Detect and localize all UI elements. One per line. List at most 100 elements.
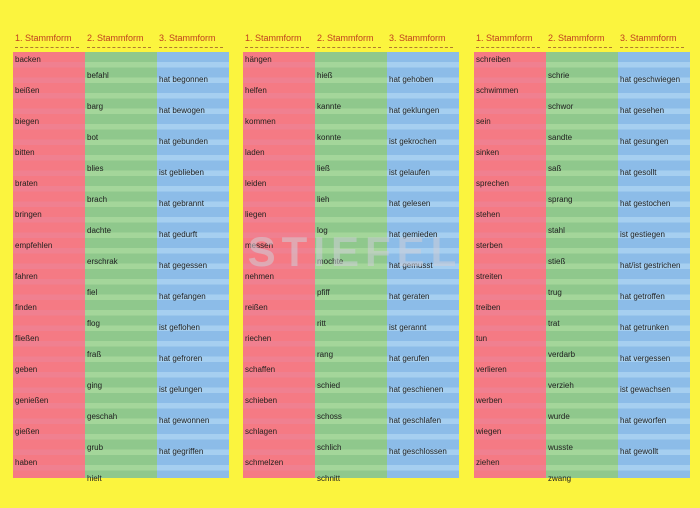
verb-form-cell: mochte	[317, 256, 344, 266]
verb-form-cell: hat gewollt	[620, 447, 659, 456]
verb-form-cell: konnte	[317, 132, 342, 142]
verb-form-cell: hat gebunden	[159, 137, 208, 146]
verb-form-cell: helfen	[245, 86, 267, 95]
table-body: backen befahl hat begonnen beißen barg hat be…	[13, 52, 229, 483]
verb-form-cell: hat vergessen	[620, 354, 671, 363]
column-header-3: 3. Stammform	[159, 33, 216, 43]
table-body: hängen hieß hat gehoben helfen kannte hat gek…	[243, 52, 459, 483]
verb-form-cell: hat geklungen	[389, 106, 440, 115]
verb-form-cell: sandte	[548, 132, 573, 142]
verb-form-cell: hielt	[87, 473, 102, 483]
verb-form-cell: ging	[87, 380, 103, 390]
verb-form-cell: sein	[476, 117, 491, 126]
verb-form-cell: hieß	[317, 70, 333, 80]
verb-form-cell: ist gestiegen	[620, 230, 665, 239]
header-underline	[317, 47, 381, 48]
verb-form-cell: schnitt	[317, 473, 341, 483]
verb-form-cell: flog	[87, 318, 100, 328]
verb-form-cell: fließen	[15, 334, 40, 343]
verb-form-cell: stahl	[548, 225, 565, 235]
column-band-2	[315, 52, 387, 478]
verb-form-cell: hat getroffen	[620, 292, 665, 301]
verb-form-cell: reißen	[245, 303, 268, 312]
verb-form-cell: ist geflohen	[159, 323, 200, 332]
verb-form-cell: hat geschlafen	[389, 416, 442, 425]
verb-table-3: 1. Stammform 2. Stammform 3. Stammform schr…	[474, 30, 690, 483]
verb-form-cell: ließ	[317, 163, 330, 173]
verb-form-cell: barg	[87, 101, 104, 111]
column-band-3	[157, 52, 229, 478]
header-underline	[620, 47, 684, 48]
verb-form-cell: hat/ist gestrichen	[620, 261, 681, 270]
header-underline	[476, 47, 540, 48]
verb-form-cell: wusste	[548, 442, 573, 452]
verb-form-cell: kannte	[317, 101, 342, 111]
header-underline	[15, 47, 79, 48]
verb-form-cell: ist gerannt	[389, 323, 427, 332]
verb-form-cell: schlagen	[245, 427, 278, 436]
verb-form-cell: sinken	[476, 148, 500, 157]
verb-form-cell: hat bewogen	[159, 106, 205, 115]
column-header-2: 2. Stammform	[87, 33, 144, 43]
verb-form-cell: beißen	[15, 86, 40, 95]
column-header-3: 3. Stammform	[389, 33, 446, 43]
verb-form-cell: hat gewonnen	[159, 416, 210, 425]
table-header: 1. Stammform 2. Stammform 3. Stammform	[243, 30, 459, 52]
verb-form-cell: schied	[317, 380, 341, 390]
verb-form-cell: sprang	[548, 194, 573, 204]
verb-form-cell: hat gebrannt	[159, 199, 204, 208]
header-underline	[245, 47, 309, 48]
verb-form-cell: hat geworfen	[620, 416, 667, 425]
verb-form-cell: pfiff	[317, 287, 330, 297]
verb-form-cell: braten	[15, 179, 38, 188]
verb-table-2: 1. Stammform 2. Stammform 3. Stammform häng…	[243, 30, 459, 483]
column-band-1	[13, 52, 85, 478]
verb-form-cell: finden	[15, 303, 37, 312]
verb-form-cell: erschrak	[87, 256, 118, 266]
table-header: 1. Stammform 2. Stammform 3. Stammform	[13, 30, 229, 52]
verb-form-cell: kommen	[245, 117, 276, 126]
verb-form-cell: messen	[245, 241, 274, 250]
verb-form-cell: fraß	[87, 349, 102, 359]
header-underline	[87, 47, 151, 48]
column-header-3: 3. Stammform	[620, 33, 677, 43]
column-band-1	[474, 52, 546, 478]
column-header-2: 2. Stammform	[548, 33, 605, 43]
verb-form-cell: hat gesungen	[620, 137, 669, 146]
verb-form-cell: werben	[476, 396, 503, 405]
verb-form-cell: befahl	[87, 70, 109, 80]
verb-form-cell: hat geschienen	[389, 385, 444, 394]
table-header: 1. Stammform 2. Stammform 3. Stammform	[474, 30, 690, 52]
verb-form-cell: verzieh	[548, 380, 574, 390]
column-header-1: 1. Stammform	[245, 33, 302, 43]
verb-form-cell: treiben	[476, 303, 501, 312]
verb-form-cell: hat gegessen	[159, 261, 208, 270]
verb-table-1: 1. Stammform 2. Stammform 3. Stammform back…	[13, 30, 229, 483]
verb-form-cell: tun	[476, 334, 488, 343]
verb-form-cell: fiel	[87, 287, 98, 297]
column-band-3	[618, 52, 690, 478]
verb-form-cell: hat gehoben	[389, 75, 434, 84]
verb-form-cell: hat gedurft	[159, 230, 198, 239]
verb-form-cell: hat geschlossen	[389, 447, 447, 456]
verb-form-cell: wurde	[548, 411, 570, 421]
verb-form-cell: hat gefangen	[159, 292, 206, 301]
verb-form-cell: schmelzen	[245, 458, 284, 467]
verb-form-cell: schwor	[548, 101, 574, 111]
column-band-3	[387, 52, 459, 478]
verb-form-cell: sterben	[476, 241, 503, 250]
header-underline	[159, 47, 223, 48]
header-underline	[389, 47, 453, 48]
verb-form-cell: trat	[548, 318, 560, 328]
verb-form-cell: zwang	[548, 473, 572, 483]
verb-form-cell: genießen	[15, 396, 49, 405]
verb-form-cell: bitten	[15, 148, 35, 157]
verb-form-cell: stieß	[548, 256, 566, 266]
verb-form-cell: hat gefroren	[159, 354, 203, 363]
verb-form-cell: saß	[548, 163, 562, 173]
column-band-2	[546, 52, 618, 478]
verb-form-cell: wiegen	[476, 427, 502, 436]
verb-form-cell: ritt	[317, 318, 326, 328]
verb-form-cell: empfehlen	[15, 241, 53, 250]
verb-form-cell: lieh	[317, 194, 330, 204]
